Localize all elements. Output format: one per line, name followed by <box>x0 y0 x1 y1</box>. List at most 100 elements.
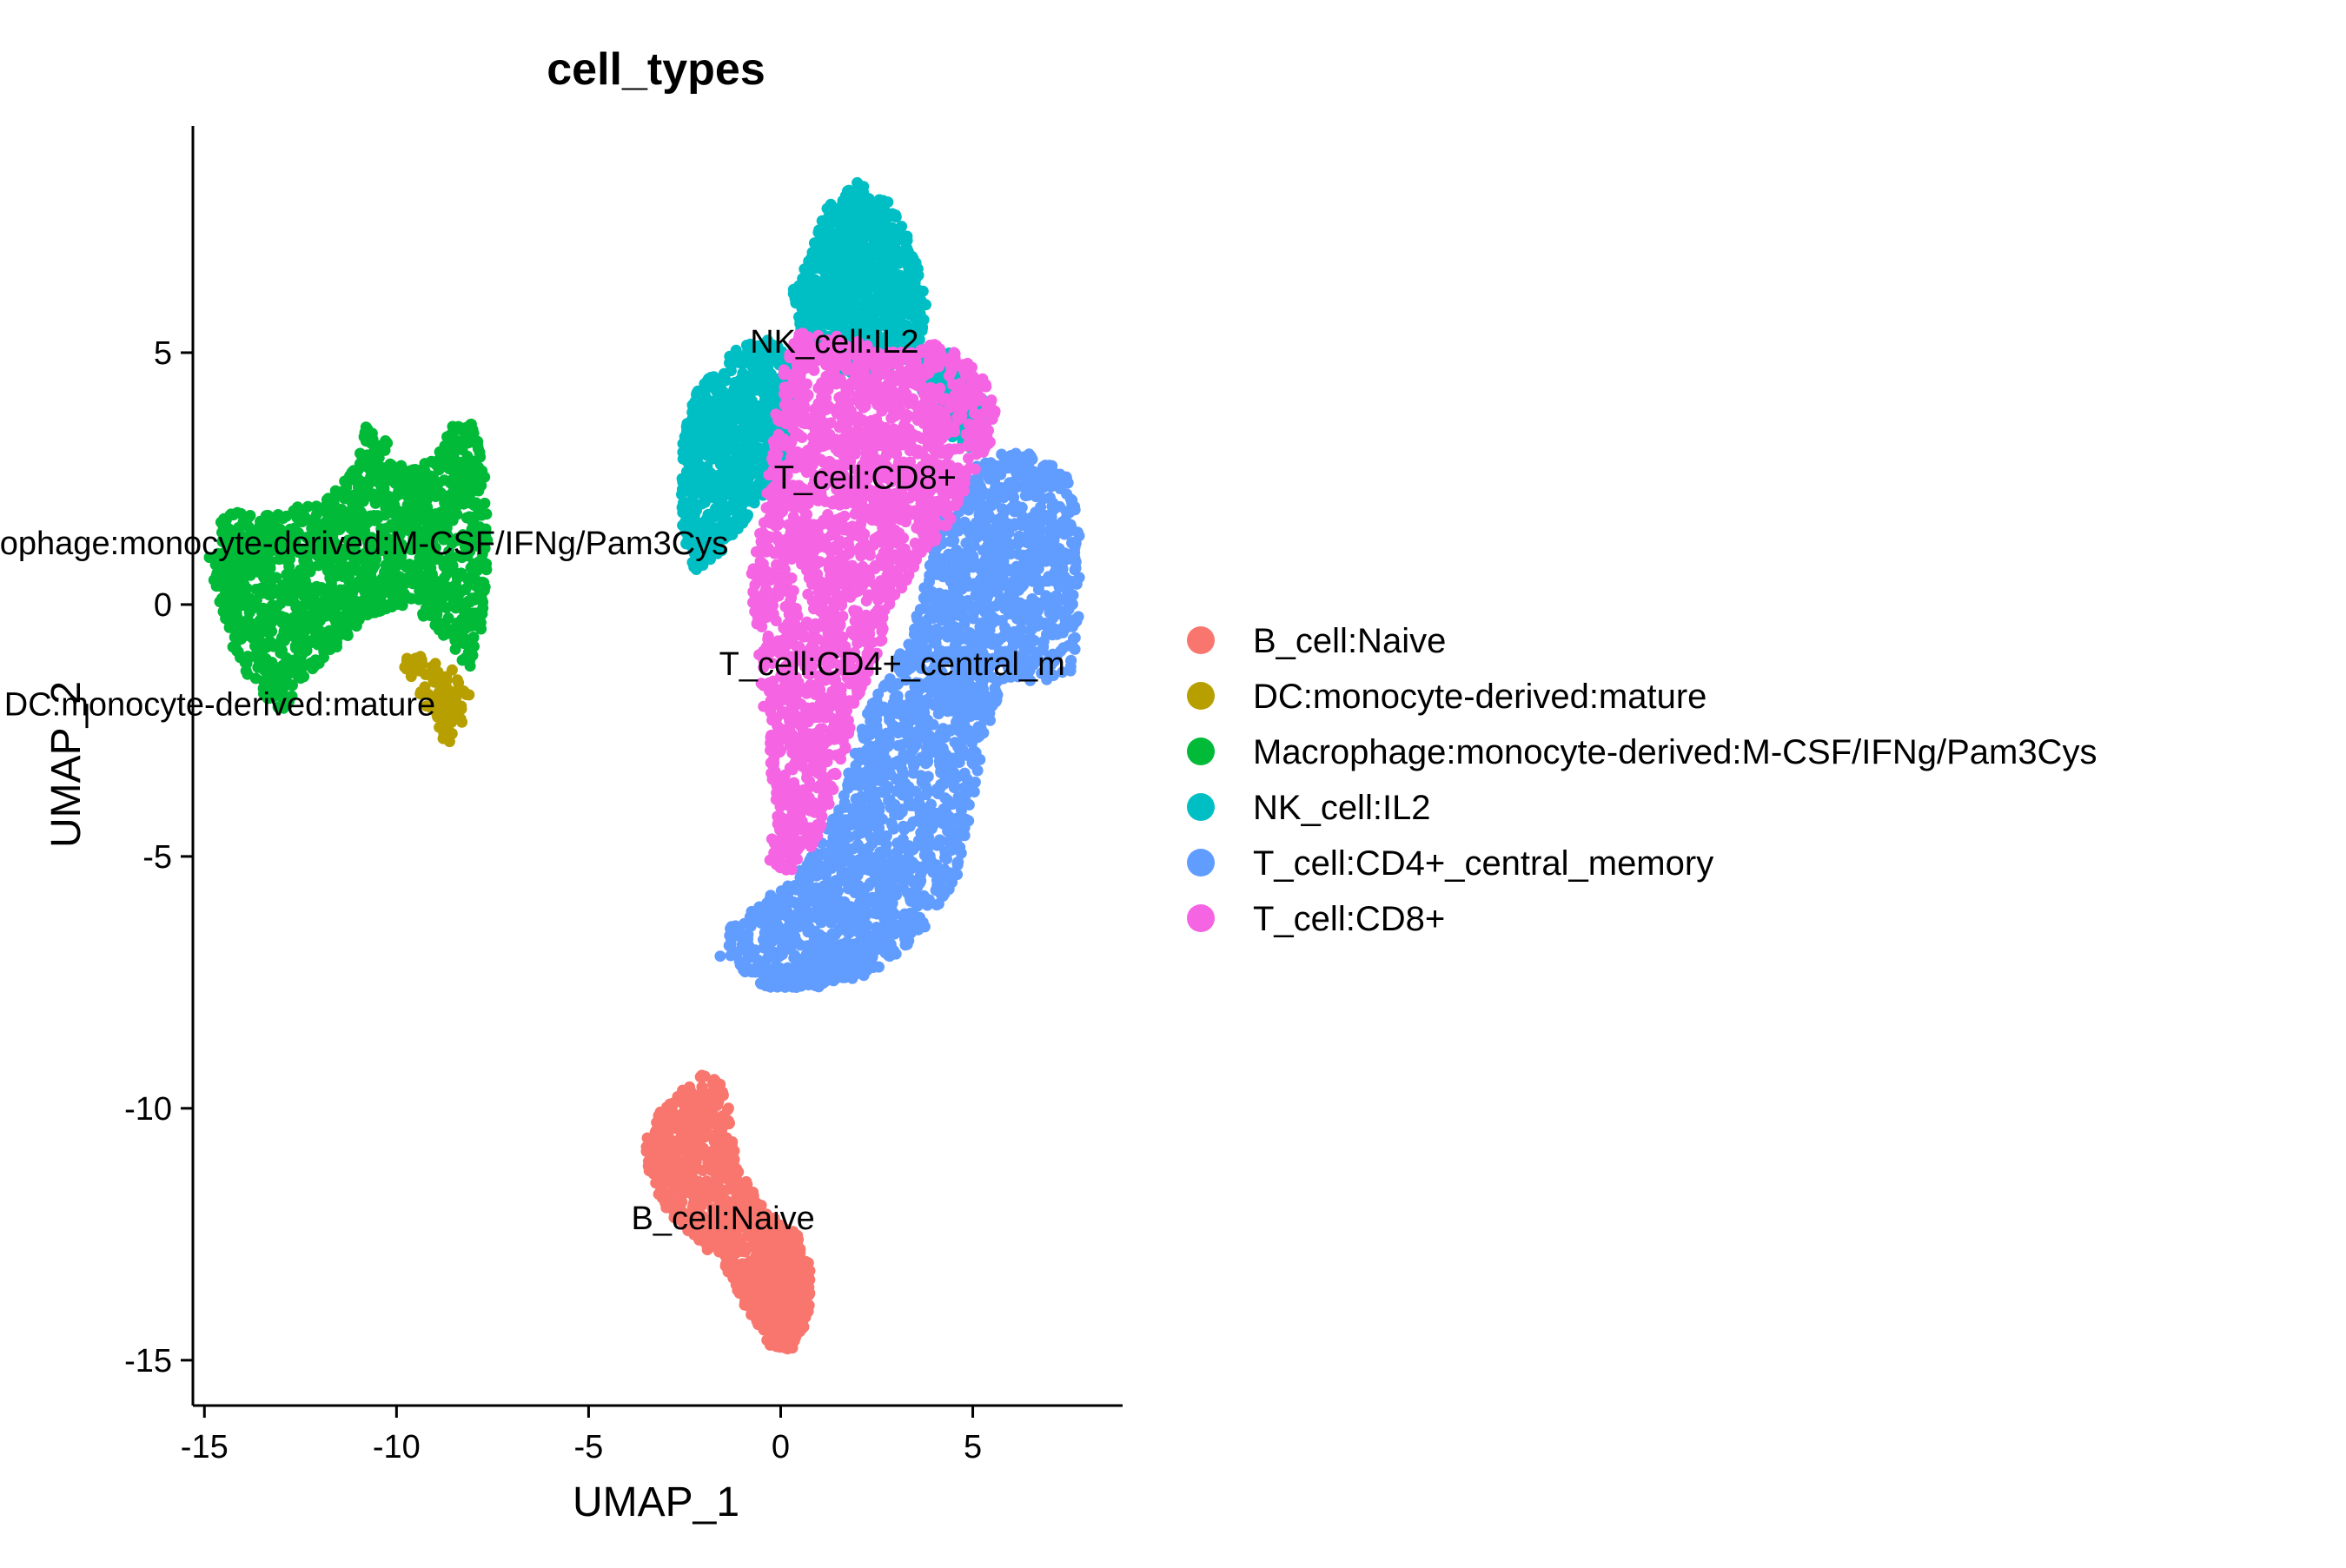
data-point <box>706 453 719 465</box>
data-point <box>365 570 377 582</box>
data-point <box>321 507 334 519</box>
data-point <box>402 466 414 478</box>
data-point <box>758 385 770 397</box>
data-point <box>736 499 748 511</box>
data-point <box>675 1171 687 1183</box>
data-point <box>877 200 889 211</box>
data-point <box>693 1147 705 1159</box>
data-point <box>733 378 746 390</box>
data-point <box>333 594 345 606</box>
data-point <box>435 578 447 590</box>
data-point <box>465 469 477 481</box>
data-point <box>718 1235 730 1247</box>
data-point <box>459 686 471 698</box>
data-point <box>825 225 837 237</box>
data-point <box>681 1160 693 1171</box>
data-point <box>730 1222 742 1234</box>
data-point <box>884 209 896 222</box>
data-point <box>745 443 757 455</box>
data-point <box>696 1081 708 1093</box>
data-point <box>777 1280 789 1292</box>
data-point <box>362 601 374 613</box>
data-point <box>782 1257 794 1269</box>
data-point <box>681 499 693 511</box>
data-point <box>751 1276 763 1288</box>
data-point <box>234 583 246 595</box>
points-layer <box>203 176 1085 1355</box>
data-point <box>465 562 477 574</box>
data-point <box>423 562 435 574</box>
data-point <box>701 1244 713 1255</box>
data-point <box>802 1306 814 1318</box>
data-point <box>442 612 454 624</box>
data-point <box>734 1177 746 1189</box>
data-point <box>359 488 371 500</box>
data-point <box>303 514 315 526</box>
data-point <box>798 288 810 301</box>
data-point <box>858 291 871 303</box>
data-point <box>799 1260 812 1271</box>
data-point <box>680 466 693 478</box>
data-point <box>762 1228 774 1241</box>
data-point <box>341 603 354 615</box>
data-point <box>797 1282 809 1294</box>
data-point <box>714 1078 726 1090</box>
data-point <box>749 1267 760 1279</box>
data-point <box>726 356 739 368</box>
data-point <box>429 705 441 717</box>
data-point <box>668 1193 680 1204</box>
data-point <box>439 497 451 509</box>
data-point <box>851 239 863 251</box>
data-point <box>388 470 401 482</box>
data-point <box>752 429 764 441</box>
data-point <box>829 274 841 286</box>
data-point <box>703 468 715 480</box>
data-point <box>262 672 275 684</box>
data-point <box>263 512 275 524</box>
data-point <box>677 1188 689 1200</box>
data-point <box>797 1270 809 1282</box>
data-point <box>260 619 272 631</box>
data-point <box>261 605 273 617</box>
data-point <box>714 1115 726 1128</box>
data-point <box>275 611 288 623</box>
data-point <box>773 1230 785 1242</box>
data-point <box>277 513 289 525</box>
data-point <box>909 277 921 289</box>
data-point <box>249 672 262 685</box>
data-point <box>798 1320 810 1333</box>
data-point <box>827 299 839 311</box>
data-point <box>339 475 351 487</box>
data-point <box>641 1132 653 1144</box>
data-point <box>370 443 382 455</box>
data-point <box>215 578 228 590</box>
data-point <box>431 609 443 620</box>
data-point <box>692 443 703 455</box>
data-point <box>731 466 743 479</box>
data-point <box>468 500 480 512</box>
data-point <box>250 599 262 612</box>
data-point <box>250 583 262 595</box>
data-point <box>837 195 849 207</box>
data-point <box>335 628 348 640</box>
data-point <box>708 1135 720 1148</box>
data-point <box>423 689 435 701</box>
data-point <box>760 1270 772 1282</box>
data-point <box>296 575 308 586</box>
data-point <box>288 505 300 517</box>
data-point <box>752 1241 765 1252</box>
data-point <box>741 469 753 481</box>
data-point <box>697 1165 709 1176</box>
data-point <box>647 1165 659 1177</box>
data-point <box>430 508 442 519</box>
data-point <box>695 421 707 433</box>
data-point <box>708 1214 720 1227</box>
data-point <box>767 386 779 398</box>
data-point <box>289 611 302 623</box>
data-point <box>842 311 854 323</box>
data-point <box>775 1289 787 1301</box>
data-point <box>703 1181 715 1193</box>
data-point <box>722 1102 734 1115</box>
data-point <box>405 592 417 605</box>
